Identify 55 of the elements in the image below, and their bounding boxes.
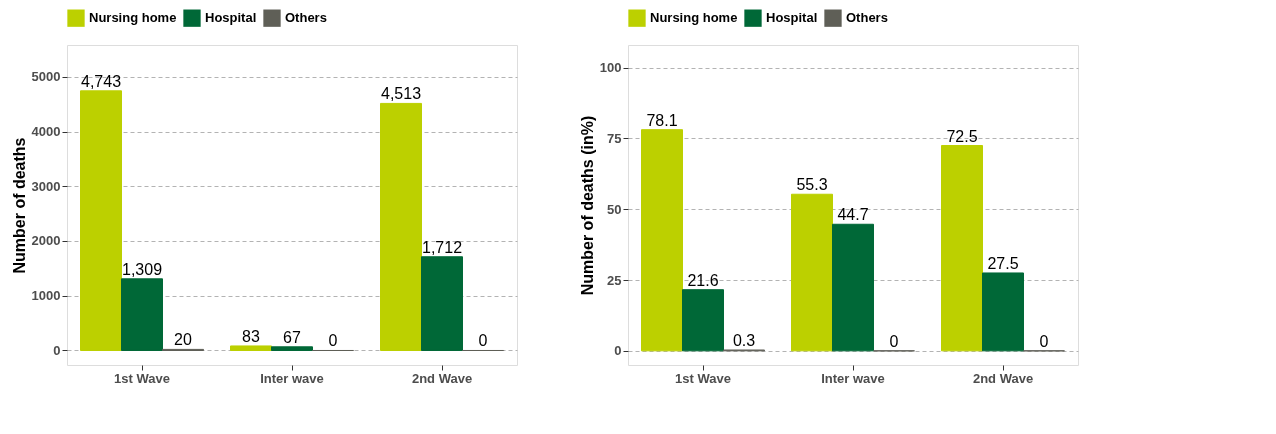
data-label: 1,712 (421, 238, 463, 256)
data-label: 0 (328, 332, 338, 350)
y-tick-label: 75 (607, 130, 622, 146)
legend-label: Nursing home (89, 10, 177, 26)
bar (941, 145, 983, 352)
y-tick-label: 5000 (31, 69, 61, 85)
legend-label: Hospital (766, 10, 818, 26)
y-axis-title: Number of deaths (in%) (578, 115, 596, 296)
legend-label: Others (846, 10, 888, 26)
data-label: 0.3 (732, 331, 756, 349)
data-label: 67 (283, 328, 301, 346)
bar (230, 345, 272, 351)
y-tick-label: 1000 (31, 288, 61, 304)
bar (121, 278, 163, 351)
x-tick-label: 1st Wave (114, 370, 170, 386)
y-tick-label: 25 (607, 272, 622, 288)
y-tick-label: 3000 (31, 178, 61, 194)
x-tick-label: 1st Wave (675, 370, 731, 386)
data-label: 27.5 (987, 254, 1019, 272)
bar (380, 102, 422, 351)
y-axis-title: Number of deaths (10, 137, 28, 274)
y-tick-label: 0 (53, 342, 61, 358)
data-label: 78.1 (646, 111, 678, 129)
data-label: 0 (889, 332, 899, 350)
legend-label: Others (285, 10, 327, 26)
bar (791, 193, 833, 352)
bar (641, 129, 683, 352)
data-label: 4,743 (80, 72, 122, 90)
data-label: 0 (1039, 332, 1049, 350)
legend-label: Hospital (205, 10, 257, 26)
data-label: 83 (242, 327, 260, 345)
bar (982, 272, 1024, 352)
data-label: 1,309 (121, 260, 163, 278)
data-label: 4,513 (380, 85, 422, 103)
x-tick-label: Inter wave (821, 370, 885, 386)
data-label: 20 (174, 331, 192, 349)
x-tick-label: Inter wave (260, 370, 324, 386)
bar (832, 223, 874, 352)
x-tick-label: 2nd Wave (972, 370, 1034, 386)
data-label: 55.3 (796, 176, 828, 194)
y-tick-label: 2000 (31, 233, 61, 249)
y-tick-label: 50 (607, 201, 622, 217)
y-tick-label: 4000 (31, 124, 61, 139)
bar (682, 289, 724, 352)
data-label: 44.7 (837, 206, 869, 224)
x-tick-label: 2nd Wave (411, 370, 473, 386)
data-label: 21.6 (687, 271, 719, 289)
legend-label: Nursing home (650, 10, 738, 26)
y-tick-label: 100 (599, 60, 622, 76)
bar (80, 90, 122, 351)
data-label: 72.5 (946, 127, 978, 145)
bar (271, 346, 313, 351)
data-label: 0 (478, 332, 488, 350)
y-tick-label: 0 (614, 343, 622, 359)
bar (421, 256, 463, 351)
